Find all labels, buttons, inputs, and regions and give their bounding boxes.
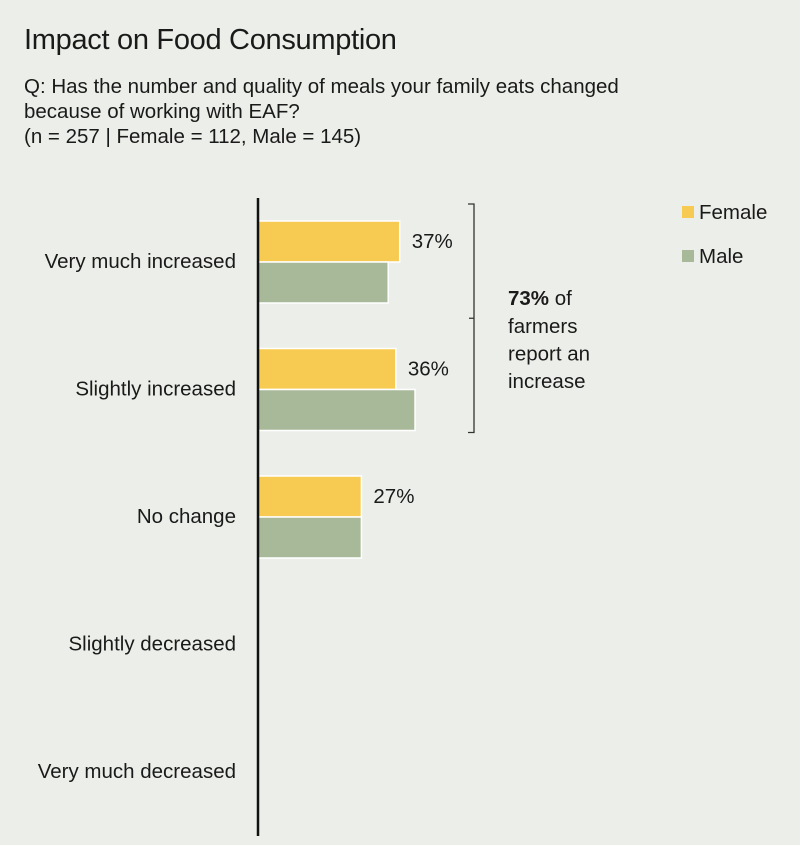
sample-size-line: (n = 257 | Female = 112, Male = 145) — [24, 125, 362, 148]
bar-male-no-change — [257, 516, 363, 559]
category-label-no-change: No change — [137, 505, 236, 528]
bar-male-slightly-increased — [257, 388, 416, 432]
increase-annotation: 73% of farmers report an increase — [508, 287, 590, 393]
annotation-line-1: 73% of — [508, 287, 572, 310]
legend-swatch-female — [682, 206, 694, 218]
category-label-very-much-decreased: Very much decreased — [38, 760, 236, 783]
annotation-line-4: increase — [508, 370, 586, 393]
chart-subtitle: Q: Has the number and quality of meals y… — [24, 74, 744, 149]
data-labels: 37% 36% 27% — [373, 230, 452, 508]
increase-bracket — [468, 203, 475, 434]
question-line-2: because of working with EAF? — [24, 100, 300, 123]
data-label-female-slightly-increased: 36% — [408, 358, 449, 381]
legend-label-female: Female — [699, 201, 767, 224]
bars-group — [257, 220, 416, 559]
bar-female-slightly-increased — [257, 347, 397, 391]
question-line-1: Q: Has the number and quality of meals y… — [24, 75, 619, 98]
category-label-slightly-increased: Slightly increased — [75, 378, 236, 401]
annotation-suffix: of — [549, 287, 572, 310]
annotation-highlight: 73% — [508, 287, 549, 310]
bar-female-very-much-increased — [257, 220, 401, 263]
category-labels: Very much increased Slightly increased No … — [38, 250, 236, 783]
category-label-slightly-decreased: Slightly decreased — [68, 633, 236, 656]
data-label-female-very-much-increased: 37% — [412, 230, 453, 253]
legend: Female Male — [682, 201, 767, 268]
annotation-line-2: farmers — [508, 315, 577, 338]
bar-male-very-much-increased — [257, 261, 389, 304]
data-label-female-no-change: 27% — [373, 485, 414, 508]
annotation-line-3: report an — [508, 343, 590, 366]
legend-label-male: Male — [699, 245, 743, 268]
bar-female-no-change — [257, 475, 363, 518]
chart-title: Impact on Food Consumption — [24, 24, 397, 56]
category-label-very-much-increased: Very much increased — [45, 250, 236, 273]
legend-swatch-male — [682, 250, 694, 262]
